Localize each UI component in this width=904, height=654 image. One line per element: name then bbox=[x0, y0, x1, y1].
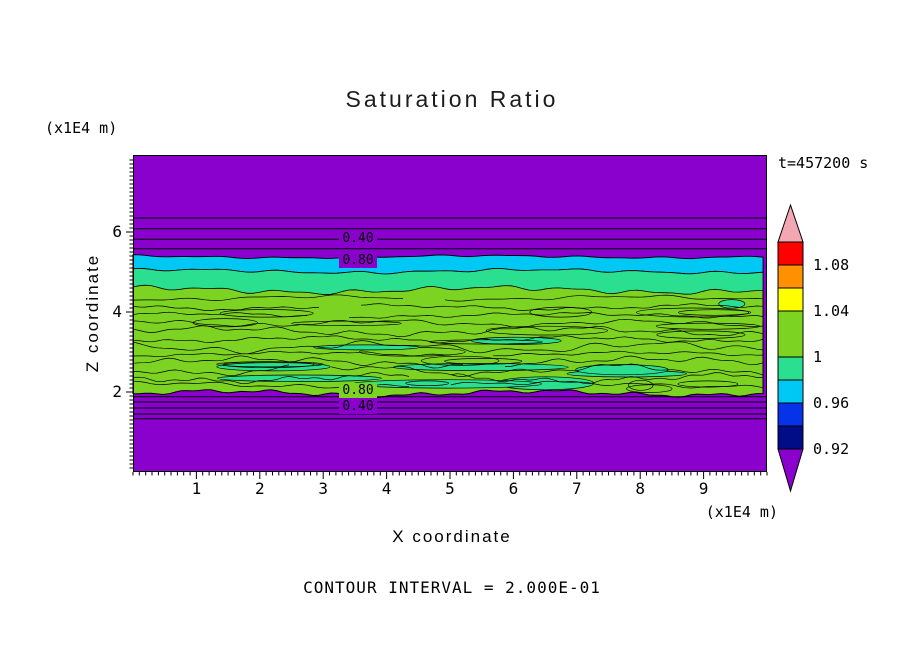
x-tick-label: 8 bbox=[635, 479, 645, 498]
x-tick-label: 2 bbox=[254, 479, 265, 498]
time-label: t=457200 s bbox=[778, 154, 869, 172]
x-tick-label: 6 bbox=[508, 479, 519, 498]
contour-line-label: 0.80 bbox=[339, 252, 378, 268]
z-tick-label: 2 bbox=[112, 382, 122, 401]
x-axis-title: X coordinate bbox=[392, 527, 512, 546]
contour-line-label: 0.80 bbox=[339, 383, 378, 399]
contour-plot: 0.40 0.80 0.80 0.40 bbox=[126, 155, 768, 479]
contour-line-label: 0.40 bbox=[339, 231, 378, 247]
colorbar-tick-label: 0.92 bbox=[813, 440, 850, 458]
colorbar-tick-label: 0.96 bbox=[813, 394, 850, 412]
colorbar-tick-label: 1 bbox=[813, 348, 823, 366]
z-axis-units-label: (x1E4 m) bbox=[45, 119, 118, 137]
x-tick-label: 4 bbox=[381, 479, 392, 498]
x-tick-label: 1 bbox=[191, 479, 202, 498]
colorbar bbox=[776, 200, 904, 500]
x-axis-units-label: (x1E4 m) bbox=[705, 503, 778, 521]
x-tick-label: 7 bbox=[571, 479, 582, 498]
z-tick-label: 6 bbox=[112, 222, 122, 241]
z-tick-label: 4 bbox=[112, 302, 122, 321]
x-tick-label: 9 bbox=[698, 479, 709, 498]
x-tick-label: 3 bbox=[318, 479, 328, 498]
contour-interval-note: CONTOUR INTERVAL = 2.000E-01 bbox=[303, 578, 601, 597]
colorbar-tick-label: 1.04 bbox=[813, 302, 850, 320]
colorbar-tick-label: 1.08 bbox=[813, 256, 850, 274]
x-tick-label: 5 bbox=[445, 479, 455, 498]
contour-line-label: 0.40 bbox=[339, 399, 378, 415]
chart-title: Saturation Ratio bbox=[345, 86, 559, 112]
